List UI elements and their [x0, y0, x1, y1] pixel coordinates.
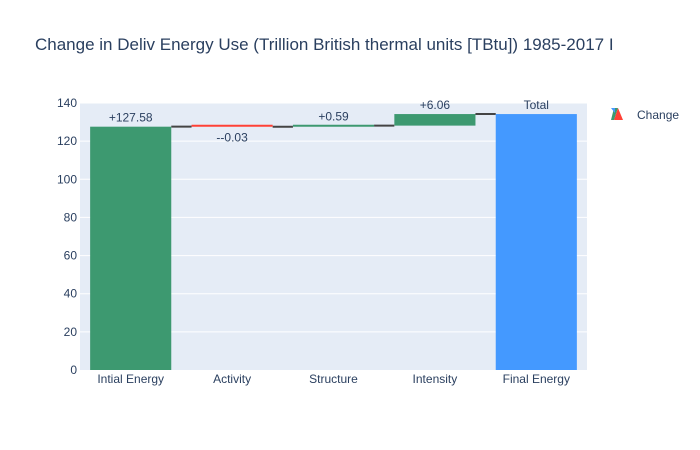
bar-final-energy: [495, 114, 577, 370]
x-tick-label: Final Energy: [503, 372, 570, 386]
x-tick-label: Intensity: [413, 372, 458, 386]
x-tick-label: Structure: [309, 372, 358, 386]
data-label: --0.03: [216, 131, 248, 145]
y-tick-label: 0: [70, 363, 77, 377]
y-tick-label: 60: [64, 249, 78, 263]
legend[interactable]: Change: [611, 108, 679, 122]
x-tick-label: Intial Energy: [97, 372, 164, 386]
y-tick-label: 100: [57, 172, 77, 186]
connector-lines: [171, 113, 496, 128]
data-label: +127.58: [109, 111, 153, 125]
legend-swatch-increasing: [611, 108, 618, 120]
data-label: +6.06: [420, 98, 451, 112]
data-label: Total: [524, 98, 549, 112]
data-label: +0.59: [318, 110, 349, 124]
x-tick-label: Activity: [213, 372, 251, 386]
bar-structure: [292, 124, 375, 127]
bars: [90, 114, 577, 371]
y-tick-label: 80: [64, 210, 78, 224]
bar-intensity: [394, 114, 476, 126]
y-tick-label: 40: [64, 287, 78, 301]
legend-label: Change: [637, 108, 679, 122]
legend-swatch-decreasing: [614, 108, 623, 120]
x-tick-labels: Intial Energy Activity Structure Intensity F…: [97, 372, 570, 386]
bar-activity: [191, 124, 273, 127]
y-tick-labels: 0 20 40 60 80 100 120 140: [57, 96, 77, 377]
y-tick-label: 140: [57, 96, 77, 110]
data-labels: +127.58 --0.03 +0.59 +6.06 Total: [109, 98, 549, 145]
legend-swatch-total: [611, 108, 615, 113]
y-tick-label: 120: [57, 134, 77, 148]
chart-title: Change in Deliv Energy Use (Trillion Bri…: [35, 35, 614, 54]
bar-intial-energy: [90, 126, 172, 371]
y-tick-label: 20: [64, 325, 78, 339]
